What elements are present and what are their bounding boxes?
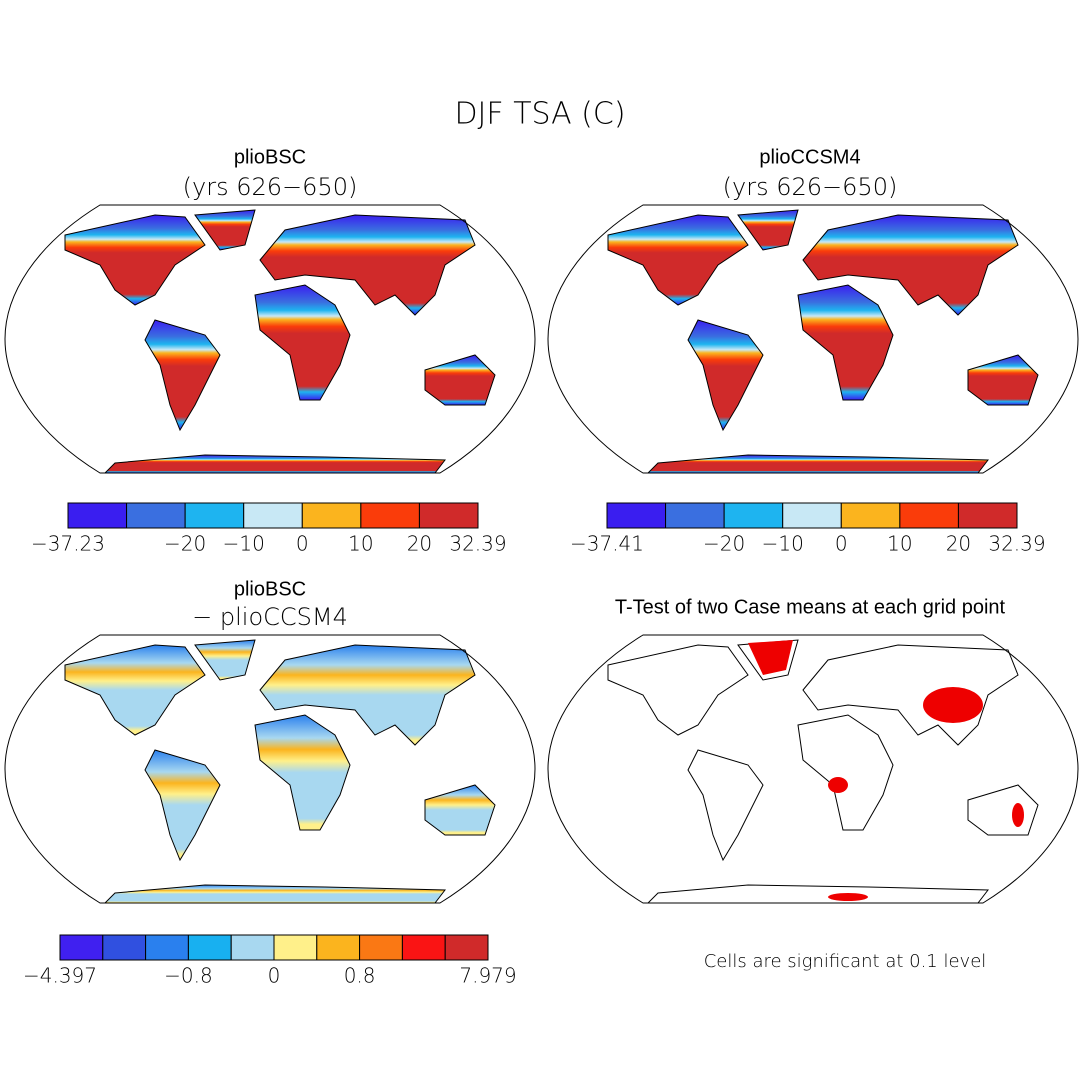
colorbar-label: 7.979: [459, 964, 516, 988]
map: [4, 634, 536, 904]
colorbar-label: 20: [407, 532, 432, 556]
significant-cells: [828, 777, 848, 793]
colorbar-label: 0: [835, 532, 848, 556]
figure-title: DJF TSA (C): [454, 97, 625, 132]
colorbar-swatch: [126, 502, 186, 529]
colorbar-swatch: [67, 502, 128, 529]
colorbar-label: 10: [887, 532, 912, 556]
colorbar-swatch: [665, 502, 725, 529]
colorbar-label: −37.23: [31, 532, 105, 556]
colorbar-label: −37.41: [570, 532, 644, 556]
colorbar-label: 32.39: [988, 532, 1045, 556]
panel-title: plioCCSM4: [759, 146, 860, 168]
colorbar-label: 0: [296, 532, 309, 556]
colorbar-swatch: [145, 934, 189, 961]
colorbar-label: −10: [223, 532, 265, 556]
panel-subtitle: − plioCCSM4: [192, 603, 348, 631]
map: [4, 204, 536, 474]
colorbar-swatch: [102, 934, 147, 961]
panel-title: plioBSC: [234, 146, 306, 168]
colorbar-label: 32.39: [449, 532, 506, 556]
colorbar-swatch: [444, 934, 489, 961]
colorbar-label: 20: [946, 532, 971, 556]
map: [547, 634, 1079, 904]
panel-subtitle: (yrs 626−650): [723, 173, 898, 201]
panel-title: plioBSC: [234, 578, 306, 600]
colorbar-swatch: [360, 502, 420, 529]
colorbar-label: −20: [703, 532, 745, 556]
colorbar-swatch: [184, 502, 245, 529]
significant-cells: [923, 687, 983, 723]
colorbar-label: 10: [348, 532, 373, 556]
colorbar-swatch: [359, 934, 403, 961]
colorbar-swatch: [187, 934, 232, 961]
colorbar-swatch: [301, 502, 362, 529]
colorbar-swatch: [230, 934, 275, 961]
colorbar-swatch: [273, 934, 318, 961]
colorbar-swatch: [418, 502, 479, 529]
colorbar-label: −10: [762, 532, 804, 556]
panel-subtitle: (yrs 626−650): [183, 173, 358, 201]
colorbar-swatch: [723, 502, 784, 529]
colorbar-swatch: [782, 502, 842, 529]
colorbar-swatch: [899, 502, 959, 529]
colorbar-label: 0.8: [344, 964, 376, 988]
colorbar-swatch: [243, 502, 303, 529]
colorbar-swatch: [316, 934, 361, 961]
colorbar-swatch: [59, 934, 104, 961]
colorbar-swatch: [606, 502, 667, 529]
significant-cells: [1012, 803, 1024, 827]
panel-title: T-Test of two Case means at each grid po…: [615, 596, 1006, 618]
colorbar-label: −20: [164, 532, 206, 556]
note: Cells are significant at 0.1 level: [704, 951, 987, 972]
significant-cells: [828, 893, 868, 901]
significant-cells: [748, 640, 793, 675]
colorbar-label: 0: [268, 964, 281, 988]
colorbar-label: −4.397: [23, 964, 97, 988]
colorbar-swatch: [957, 502, 1018, 529]
colorbar-label: −0.8: [164, 964, 213, 988]
colorbar-swatch: [401, 934, 446, 961]
colorbar-swatch: [840, 502, 901, 529]
map: [547, 204, 1079, 474]
